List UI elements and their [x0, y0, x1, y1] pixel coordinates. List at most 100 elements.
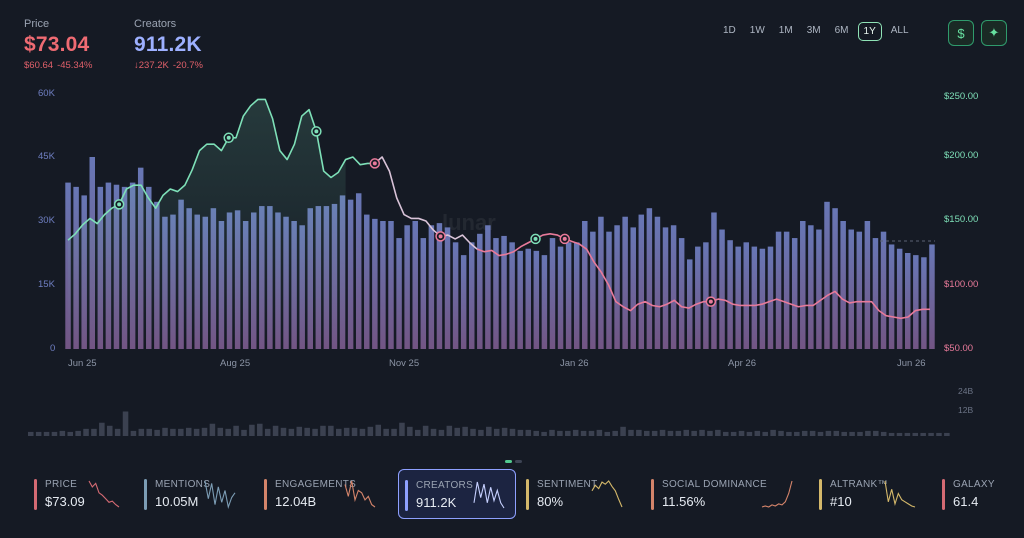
creators-bar: [840, 221, 846, 349]
volume-bar: [430, 428, 437, 436]
volume-bar: [383, 428, 389, 436]
volume-bar: [912, 432, 919, 436]
volume-bar: [233, 425, 239, 436]
volume-bar: [770, 429, 776, 437]
volume-bar: [209, 423, 216, 436]
volume-bar: [857, 431, 863, 436]
ai-insights-button[interactable]: ✦: [981, 20, 1007, 46]
pager-dot[interactable]: [515, 460, 522, 463]
volume-bar: [557, 430, 563, 436]
sparkline-path: [884, 480, 916, 508]
range-6m-button[interactable]: 6M: [834, 25, 849, 36]
creators-bar: [719, 229, 725, 349]
creators-bar: [711, 212, 717, 349]
volume-bar: [67, 431, 74, 436]
volume-bar: [833, 430, 840, 436]
creators-bar: [525, 248, 531, 349]
metric-card-sentiment[interactable]: SENTIMENT 80%: [520, 469, 635, 519]
volume-bar: [612, 430, 618, 436]
volume-bar: [651, 430, 658, 436]
price-change-value: $60.64: [24, 60, 54, 71]
sparkline-path: [344, 480, 376, 508]
creators-bar: [646, 208, 653, 349]
metric-card-price[interactable]: PRICE $73.09: [28, 469, 132, 519]
volume-bar: [549, 429, 555, 437]
metric-card-social-dominance[interactable]: SOCIAL DOMINANCE 11.56%: [645, 469, 805, 519]
creators-bar: [727, 240, 733, 349]
volume-bar: [454, 427, 460, 436]
pager-dot-active[interactable]: [505, 460, 512, 463]
price-stat: Price $73.04 $60.64 -45.34%: [24, 18, 96, 71]
volume-bar: [407, 426, 413, 436]
volume-bar: [928, 432, 934, 436]
creators-bar: [872, 238, 879, 349]
volume-tick: 24B: [958, 386, 974, 396]
volume-bar: [801, 430, 808, 436]
range-1m-button[interactable]: 1M: [778, 25, 793, 36]
volume-bar: [794, 431, 800, 436]
creators-bar: [905, 253, 911, 349]
creators-bar: [703, 242, 709, 349]
volume-bar: [51, 431, 58, 436]
creators-bar: [767, 246, 774, 349]
range-1y-button[interactable]: 1Y: [857, 22, 882, 41]
volume-bar: [280, 427, 287, 436]
creators-bar: [549, 238, 556, 349]
volume-bar: [264, 428, 271, 436]
metric-card-mentions[interactable]: MENTIONS 10.05M: [138, 469, 248, 519]
volume-bar: [391, 428, 397, 436]
creators-bar: [654, 216, 661, 349]
volume-bar: [296, 426, 303, 436]
range-all-button[interactable]: ALL: [890, 25, 909, 36]
sparkle-icon: ✦: [988, 25, 1000, 40]
range-3m-button[interactable]: 3M: [806, 25, 821, 36]
creators-bar: [864, 221, 871, 349]
metric-name: MENTIONS: [155, 479, 211, 490]
metric-color-bar: [34, 479, 37, 510]
metric-name: SENTIMENT: [537, 479, 598, 490]
creators-bar: [896, 248, 903, 349]
volume-bar: [106, 425, 113, 436]
range-1d-button[interactable]: 1D: [723, 25, 736, 36]
creators-value: 911.2K: [134, 33, 202, 56]
currency-toggle-button[interactable]: $: [948, 20, 974, 46]
sparkline-path: [761, 480, 793, 508]
volume-bar: [217, 427, 224, 436]
range-1w-button[interactable]: 1W: [749, 25, 765, 36]
volume-bar: [336, 428, 342, 436]
price-area-fill: [68, 99, 346, 350]
volume-tick: 12B: [958, 405, 974, 415]
metric-card-altrank[interactable]: ALTRANK™ #10: [813, 469, 928, 519]
volume-bar: [659, 429, 666, 437]
creators-bar: [541, 255, 548, 349]
volume-bar: [525, 429, 532, 437]
volume-bar: [841, 431, 847, 436]
volume-bar: [873, 430, 879, 436]
sparkline-path: [591, 480, 623, 508]
price-marker-dot: [438, 234, 443, 239]
metric-value: 911.2K: [416, 495, 457, 510]
creators-bar: [662, 227, 669, 349]
volume-bar: [170, 428, 176, 436]
volume-bar: [920, 432, 926, 436]
metric-card-galaxy[interactable]: GALAXY 61.4: [936, 469, 1024, 519]
metric-card-creators[interactable]: CREATORS 911.2K: [398, 469, 516, 519]
creators-bar: [509, 242, 515, 349]
x-tick: Aug 25: [220, 358, 251, 369]
creators-bar: [590, 231, 596, 349]
volume-bar: [438, 429, 445, 437]
creators-bar: [565, 242, 572, 349]
y-right-tick: $50.00: [944, 343, 974, 354]
y-left-tick: 45K: [38, 151, 55, 162]
metric-color-bar: [405, 480, 408, 511]
volume-bar: [257, 423, 263, 436]
creators-bar: [791, 238, 798, 349]
volume-bar: [414, 429, 421, 437]
volume-bar: [130, 430, 137, 436]
y-right-tick: $250.00: [944, 91, 979, 102]
metric-card-engagements[interactable]: ENGAGEMENTS 12.04B: [258, 469, 388, 519]
volume-bar: [83, 428, 89, 436]
sparkline-path: [204, 480, 236, 509]
volume-bar: [754, 430, 761, 436]
metric-sparkline: [473, 481, 505, 509]
